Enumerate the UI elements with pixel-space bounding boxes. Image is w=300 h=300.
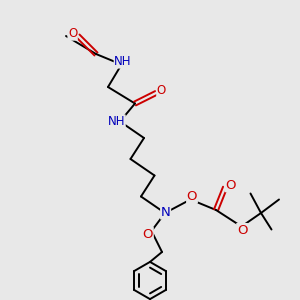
Text: O: O [143,227,153,241]
Text: O: O [237,224,247,237]
Text: NH: NH [108,115,125,128]
Text: O: O [225,178,236,192]
Text: NH: NH [114,55,132,68]
Text: N: N [161,206,170,219]
Text: O: O [68,27,77,40]
Text: O: O [157,84,166,97]
Text: O: O [187,190,197,203]
